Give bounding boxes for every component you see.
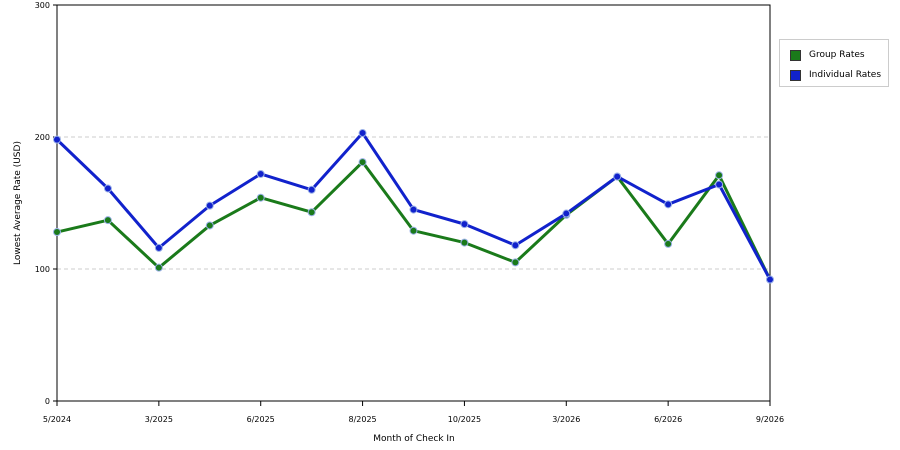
x-axis-ticks: 5/2024 3/2025 6/2025 8/2025 10/2025 3/2026 6/2…	[43, 401, 784, 424]
legend-label-group: Group Rates	[809, 50, 865, 60]
data-point	[409, 226, 418, 235]
data-point	[460, 238, 469, 247]
legend-label-individual: Individual Rates	[809, 70, 882, 80]
data-point	[53, 228, 61, 237]
y-tick-label: 100	[35, 265, 50, 274]
y-tick-label: 300	[35, 1, 50, 10]
data-point	[358, 158, 367, 167]
data-point	[460, 220, 469, 229]
x-tick-label: 9/2026	[756, 415, 784, 424]
data-point	[613, 172, 622, 181]
data-point	[154, 243, 163, 252]
series-line	[56, 160, 772, 281]
x-tick-label: 8/2025	[348, 415, 376, 424]
y-tick-label: 0	[45, 397, 50, 406]
data-point	[53, 135, 61, 144]
y-axis-ticks: 0 100 200 300	[35, 1, 57, 406]
data-point	[664, 200, 673, 209]
data-point	[358, 129, 367, 138]
data-point	[307, 208, 316, 217]
data-point	[664, 239, 673, 248]
y-axis-label: Lowest Average Rate (USD)	[13, 141, 23, 265]
x-tick-label: 10/2025	[448, 415, 481, 424]
x-tick-label: 3/2025	[145, 415, 173, 424]
legend: Group Rates Individual Rates	[779, 39, 889, 87]
series-group-rates	[53, 158, 774, 284]
series-group	[53, 129, 774, 284]
x-axis-label: Month of Check In	[373, 434, 455, 444]
data-point	[307, 185, 316, 194]
data-point	[103, 216, 112, 225]
plot-frame	[56, 4, 771, 402]
data-point	[205, 221, 214, 230]
data-point	[409, 205, 418, 214]
legend-item-group-rates: Group Rates	[790, 48, 865, 62]
data-point	[256, 169, 265, 178]
data-point	[715, 171, 724, 180]
data-point	[562, 209, 571, 218]
data-point	[511, 241, 520, 250]
x-tick-label: 6/2025	[247, 415, 275, 424]
x-tick-label: 5/2024	[43, 415, 71, 424]
data-point	[103, 184, 112, 193]
legend-swatch-group	[790, 49, 801, 61]
legend-swatch-individual	[790, 69, 801, 81]
data-point	[511, 258, 520, 267]
x-tick-label: 6/2026	[654, 415, 682, 424]
series-individual-rates	[53, 129, 774, 284]
plot-border	[56, 4, 771, 402]
data-point	[715, 180, 724, 189]
data-point	[256, 193, 265, 202]
y-tick-label: 200	[35, 133, 50, 142]
x-tick-label: 3/2026	[552, 415, 580, 424]
data-point	[766, 275, 774, 284]
legend-item-individual-rates: Individual Rates	[790, 68, 881, 82]
data-point	[154, 263, 163, 272]
data-point	[205, 201, 214, 210]
